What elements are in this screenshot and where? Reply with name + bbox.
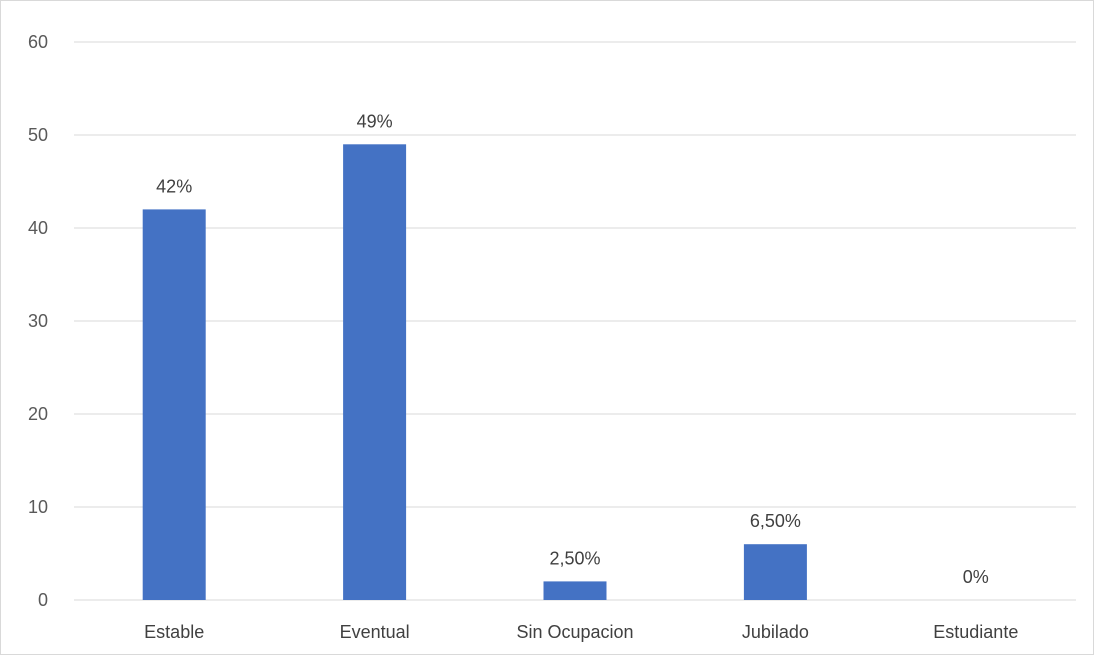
bar-eventual — [343, 144, 407, 601]
data-label: 49% — [357, 111, 393, 131]
data-label: 0% — [963, 567, 989, 587]
y-tick-label: 20 — [28, 404, 48, 424]
x-tick-label: Jubilado — [742, 622, 809, 642]
y-tick-label: 0 — [38, 590, 48, 610]
x-tick-label: Estudiante — [933, 622, 1018, 642]
x-tick-label: Sin Ocupacion — [516, 622, 633, 642]
x-tick-label: Estable — [144, 622, 204, 642]
data-labels: 42% 49% 2,50% 6,50% 0% — [156, 111, 989, 587]
y-tick-label: 60 — [28, 32, 48, 52]
y-tick-label: 50 — [28, 125, 48, 145]
bars — [142, 144, 807, 601]
y-tick-label: 30 — [28, 311, 48, 331]
y-axis-ticks: 0 10 20 30 40 50 60 — [28, 32, 48, 610]
gridlines — [74, 41, 1076, 601]
bar-estable — [142, 209, 206, 600]
bar-jubilado — [743, 544, 807, 600]
bar-sin-ocupacion — [543, 581, 607, 600]
x-axis-ticks: Estable Eventual Sin Ocupacion Jubilado Estu… — [144, 622, 1018, 642]
data-label: 2,50% — [549, 548, 600, 568]
y-tick-label: 10 — [28, 497, 48, 517]
data-label: 42% — [156, 176, 192, 196]
x-tick-label: Eventual — [340, 622, 410, 642]
data-label: 6,50% — [750, 511, 801, 531]
y-tick-label: 40 — [28, 218, 48, 238]
